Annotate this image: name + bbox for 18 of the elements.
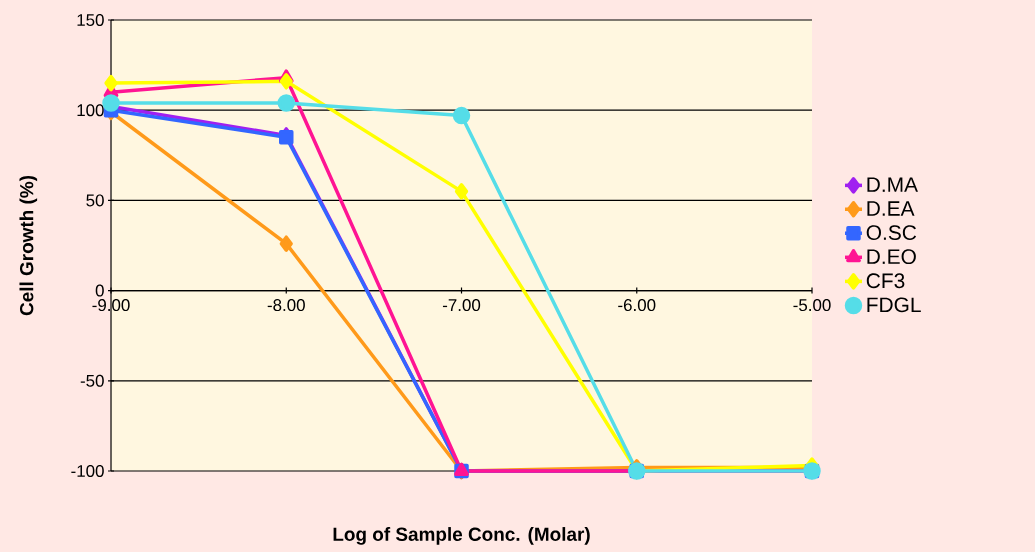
y-tick-label: -100 [71,464,104,477]
x-axis-title: Log of Sample Conc. (Molar) [333,527,590,545]
y-tick-label: 50 [86,194,104,207]
y-tick-label: -50 [80,374,104,387]
x-tick-label: -7.00 [442,299,481,312]
y-tick-label: 150 [77,13,104,26]
x-tick-label: -6.00 [618,299,656,312]
legend-label: CF3 [866,273,905,289]
legend-label: D.EA [867,201,915,216]
legend-label: D.MA [867,177,918,192]
x-tick-label: -8.00 [267,299,305,312]
y-axis-title: Cell Growth (%) [19,175,38,316]
legend-label: D.EO [867,249,916,265]
legend-label: O.SC [866,225,917,240]
y-tick-label: 100 [77,104,104,117]
y-tick-label: 0 [95,284,104,297]
legend-label: FDGL [867,297,921,313]
x-tick-label: -5.00 [793,299,831,312]
